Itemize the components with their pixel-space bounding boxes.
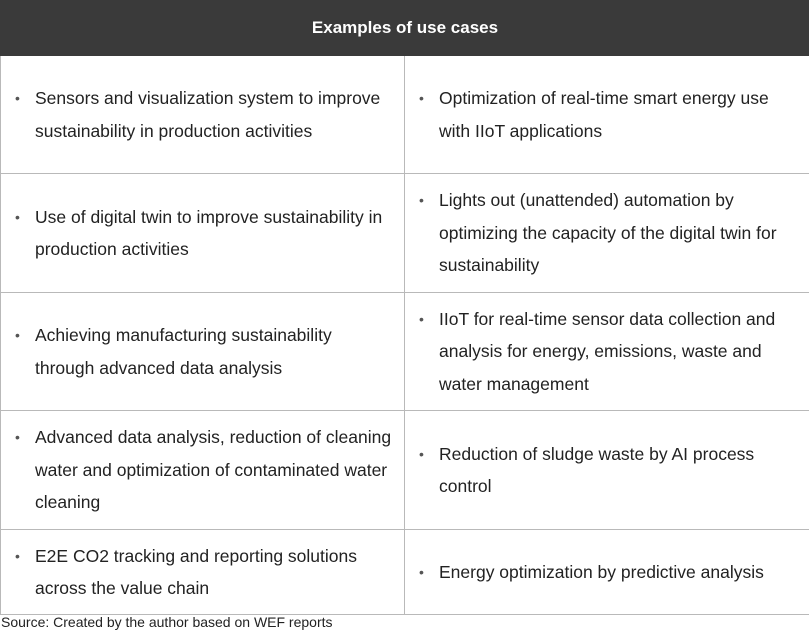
use-case-text: Sensors and visualization system to impr… [35,88,381,141]
table-row: • Achieving manufacturing sustainability… [0,292,809,411]
list-item: • Energy optimization by predictive anal… [419,556,799,589]
use-case-cell-right: • Energy optimization by predictive anal… [403,529,809,615]
table-row: • Advanced data analysis, reduction of c… [0,410,809,530]
bullet-icon: • [419,192,424,209]
use-case-cell-right: • Reduction of sludge waste by AI proces… [403,410,809,530]
list-item: • E2E CO2 tracking and reporting solutio… [15,540,394,605]
use-case-cell-right: • Optimization of real-time smart energy… [403,55,809,174]
use-cases-table: Examples of use cases • Sensors and visu… [0,0,809,615]
use-case-cell-left: • Achieving manufacturing sustainability… [0,292,405,411]
table-row: • Sensors and visualization system to im… [0,55,809,174]
bullet-icon: • [15,208,20,225]
list-item: • Use of digital twin to improve sustain… [15,201,394,266]
list-item: • Reduction of sludge waste by AI proces… [419,438,799,503]
use-case-text: Reduction of sludge waste by AI process … [439,443,755,497]
list-item: • Optimization of real-time smart energy… [419,82,799,147]
use-case-cell-left: • E2E CO2 tracking and reporting solutio… [0,529,405,615]
use-case-cell-right: • Lights out (unattended) automation by … [403,173,809,293]
table-header-row: Examples of use cases [0,0,809,56]
use-case-text: Optimization of real-time smart energy u… [439,88,769,141]
bullet-icon: • [15,327,20,343]
use-case-text: Energy optimization by predictive analys… [439,561,764,582]
bullet-icon: • [15,547,20,564]
table-row: • Use of digital twin to improve sustain… [0,173,809,293]
table-row: • E2E CO2 tracking and reporting solutio… [0,529,809,615]
use-case-cell-left: • Advanced data analysis, reduction of c… [0,410,405,530]
bullet-icon: • [419,563,424,580]
use-case-text: E2E CO2 tracking and reporting solutions… [35,545,357,599]
use-case-cell-left: • Use of digital twin to improve sustain… [0,173,405,293]
use-case-text: Advanced data analysis, reduction of cle… [35,427,392,513]
list-item: • Advanced data analysis, reduction of c… [15,421,394,519]
list-item: • Achieving manufacturing sustainability… [15,319,394,384]
use-case-text: IIoT for real-time sensor data collectio… [439,308,776,394]
use-case-text: Achieving manufacturing sustainability t… [35,325,332,378]
use-case-text: Use of digital twin to improve sustainab… [35,206,383,260]
bullet-icon: • [419,310,424,327]
bullet-icon: • [15,429,20,446]
list-item: • Lights out (unattended) automation by … [419,184,799,282]
use-case-cell-left: • Sensors and visualization system to im… [0,55,405,174]
table-title: Examples of use cases [0,0,809,56]
bullet-icon: • [419,90,424,106]
bullet-icon: • [15,90,20,106]
use-case-cell-right: • IIoT for real-time sensor data collect… [403,292,809,411]
list-item: • IIoT for real-time sensor data collect… [419,303,799,401]
list-item: • Sensors and visualization system to im… [15,82,394,147]
source-note: Source: Created by the author based on W… [1,614,333,630]
use-case-text: Lights out (unattended) automation by op… [439,190,777,276]
bullet-icon: • [419,445,424,462]
